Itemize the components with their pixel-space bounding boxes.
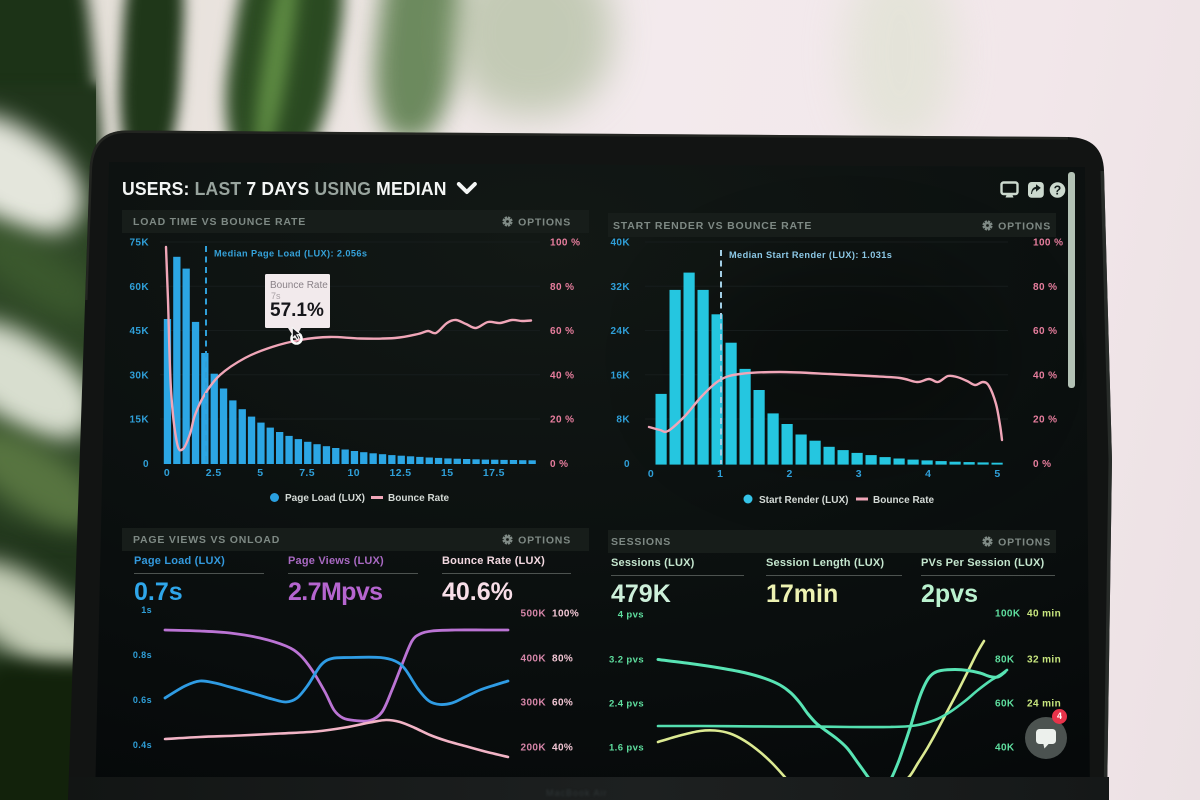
svg-text:15: 15	[441, 467, 453, 479]
svg-text:7.5: 7.5	[299, 467, 315, 479]
svg-text:300K: 300K	[520, 698, 546, 709]
svg-text:0 %: 0 %	[1033, 459, 1051, 470]
svg-text:0 %: 0 %	[550, 459, 568, 470]
svg-text:24K: 24K	[610, 326, 630, 337]
svg-text:40K: 40K	[610, 238, 630, 249]
svg-text:40 min: 40 min	[1027, 609, 1061, 620]
svg-text:0.6s: 0.6s	[133, 695, 152, 705]
svg-text:30K: 30K	[129, 370, 149, 381]
svg-text:45K: 45K	[129, 326, 149, 337]
svg-text:12.5: 12.5	[389, 467, 411, 479]
svg-text:2: 2	[786, 468, 792, 480]
svg-text:10: 10	[348, 467, 360, 479]
svg-text:3: 3	[856, 468, 862, 480]
svg-text:200K: 200K	[520, 743, 546, 754]
svg-text:1s: 1s	[141, 605, 152, 615]
svg-text:100%: 100%	[552, 609, 579, 620]
svg-text:?: ?	[1054, 183, 1062, 197]
svg-text:2.4 pvs: 2.4 pvs	[609, 699, 644, 710]
svg-text:32K: 32K	[610, 282, 630, 293]
svg-text:5: 5	[257, 467, 263, 479]
svg-text:4 pvs: 4 pvs	[618, 610, 644, 621]
svg-text:80 %: 80 %	[1033, 282, 1057, 293]
svg-text:Page Load (LUX): Page Load (LUX)	[285, 493, 365, 504]
svg-text:100 %: 100 %	[550, 238, 580, 249]
svg-text:0: 0	[648, 468, 654, 480]
svg-text:Median Page Load (LUX): 2.056s: Median Page Load (LUX): 2.056s	[214, 249, 367, 259]
svg-text:16K: 16K	[610, 370, 630, 381]
svg-text:20 %: 20 %	[1033, 415, 1057, 426]
svg-text:2.5: 2.5	[206, 467, 222, 479]
svg-text:40%: 40%	[552, 743, 573, 754]
svg-text:Start Render (LUX): Start Render (LUX)	[759, 495, 848, 506]
svg-text:400K: 400K	[520, 654, 546, 665]
svg-text:80K: 80K	[995, 655, 1015, 666]
svg-text:60K: 60K	[129, 282, 149, 293]
svg-text:100 %: 100 %	[1033, 238, 1063, 249]
svg-text:40K: 40K	[995, 743, 1015, 754]
svg-text:20 %: 20 %	[550, 415, 574, 426]
svg-text:0.4s: 0.4s	[133, 740, 152, 750]
svg-text:60K: 60K	[995, 699, 1015, 710]
svg-text:0: 0	[164, 467, 170, 479]
svg-text:100K: 100K	[995, 609, 1021, 620]
svg-text:500K: 500K	[520, 609, 546, 620]
svg-text:15K: 15K	[129, 415, 149, 426]
svg-text:60%: 60%	[552, 698, 573, 709]
svg-text:0: 0	[624, 459, 630, 470]
svg-text:0: 0	[143, 459, 149, 470]
svg-text:3.2 pvs: 3.2 pvs	[609, 655, 644, 666]
svg-text:Median Start Render (LUX): 1.0: Median Start Render (LUX): 1.031s	[729, 250, 892, 260]
svg-text:1.6 pvs: 1.6 pvs	[609, 743, 644, 754]
svg-text:32 min: 32 min	[1027, 655, 1061, 666]
svg-text:0.8s: 0.8s	[133, 650, 152, 660]
svg-text:24 min: 24 min	[1027, 699, 1061, 710]
svg-text:4: 4	[925, 468, 931, 480]
svg-text:8K: 8K	[616, 415, 630, 426]
svg-text:40 %: 40 %	[550, 370, 574, 381]
svg-text:1: 1	[717, 468, 723, 480]
svg-text:40 %: 40 %	[1033, 370, 1057, 381]
svg-text:5: 5	[994, 468, 1000, 480]
svg-text:60 %: 60 %	[550, 326, 574, 337]
svg-text:75K: 75K	[129, 238, 149, 249]
svg-text:60 %: 60 %	[1033, 326, 1057, 337]
svg-text:Bounce Rate: Bounce Rate	[873, 495, 935, 506]
svg-text:80 %: 80 %	[550, 282, 574, 293]
svg-text:17.5: 17.5	[483, 467, 505, 479]
svg-text:80%: 80%	[552, 654, 573, 665]
svg-text:Bounce Rate: Bounce Rate	[388, 493, 450, 504]
